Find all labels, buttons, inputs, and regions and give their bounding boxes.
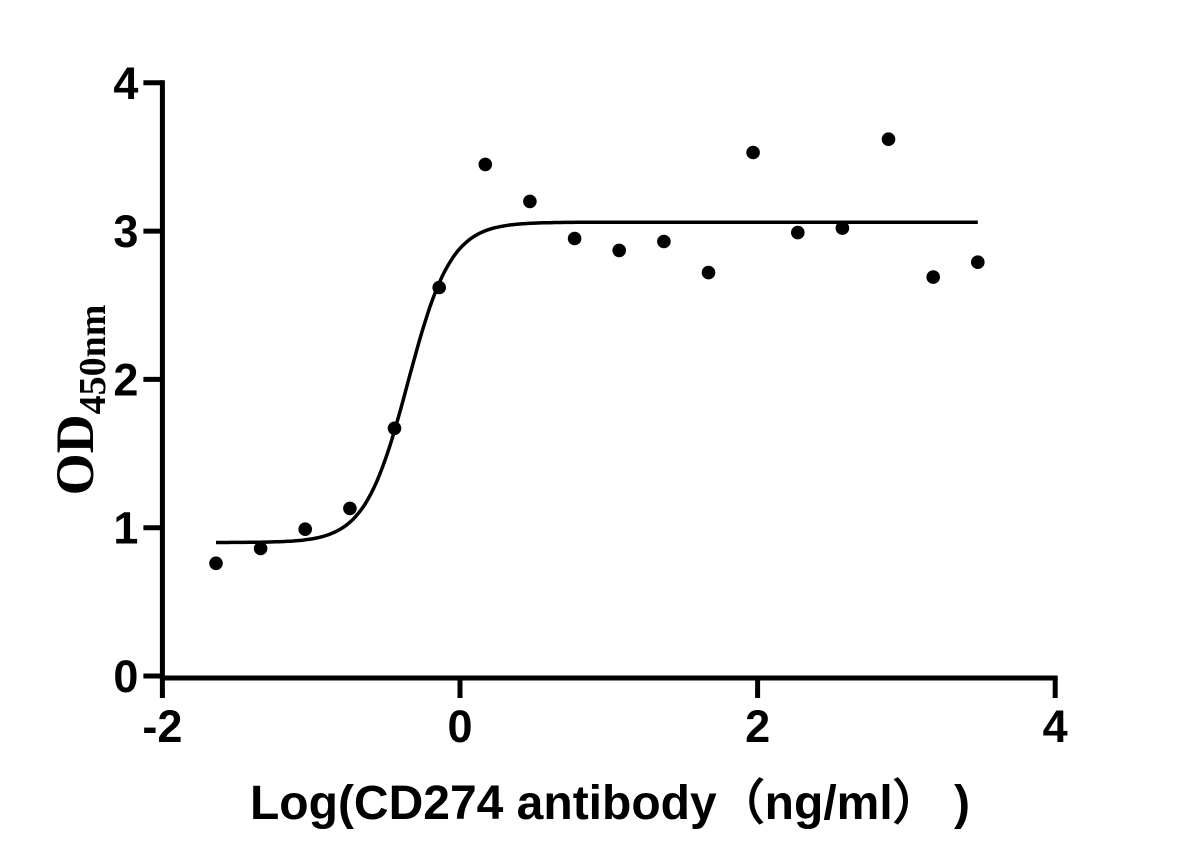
data-point [478, 157, 493, 172]
data-point [746, 145, 760, 160]
data-point [612, 243, 626, 258]
y-axis-title: OD450nm [43, 250, 114, 550]
data-point [567, 231, 582, 246]
data-point [523, 194, 537, 209]
data-point [791, 225, 805, 240]
x-axis-title: Log(CD274 antibody（ng/ml） ) [249, 777, 970, 830]
data-point [657, 234, 671, 249]
data-point [343, 501, 357, 516]
fit-curve [216, 220, 978, 545]
y-tick-label: 3 [113, 206, 138, 257]
data-point [835, 221, 850, 235]
x-tick-label: 2 [745, 701, 770, 752]
data-point [926, 270, 940, 284]
y-tick-label: 4 [113, 58, 138, 109]
y-axis-title-main: OD [45, 414, 105, 496]
data-point [881, 132, 896, 146]
y-tick-label: 0 [113, 651, 138, 702]
data-point [387, 421, 402, 436]
y-tick-label: 1 [113, 503, 138, 554]
y-tick-label: 2 [113, 354, 138, 405]
x-tick-label: 0 [447, 701, 472, 752]
data-point [971, 255, 985, 269]
data-point [298, 522, 313, 536]
data-point [209, 556, 223, 571]
x-tick-label: -2 [142, 701, 182, 752]
y-axis-title-subscript: 450nm [72, 304, 114, 415]
data-point [701, 265, 716, 280]
x-tick-label: 4 [1043, 701, 1068, 752]
data-point [432, 280, 447, 295]
data-point [253, 541, 268, 556]
